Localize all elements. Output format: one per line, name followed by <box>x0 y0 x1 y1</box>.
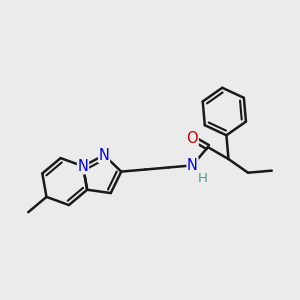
Text: N: N <box>78 159 88 174</box>
Text: N: N <box>99 148 110 163</box>
Text: N: N <box>187 158 198 173</box>
Text: H: H <box>198 172 208 185</box>
Text: O: O <box>187 131 198 146</box>
